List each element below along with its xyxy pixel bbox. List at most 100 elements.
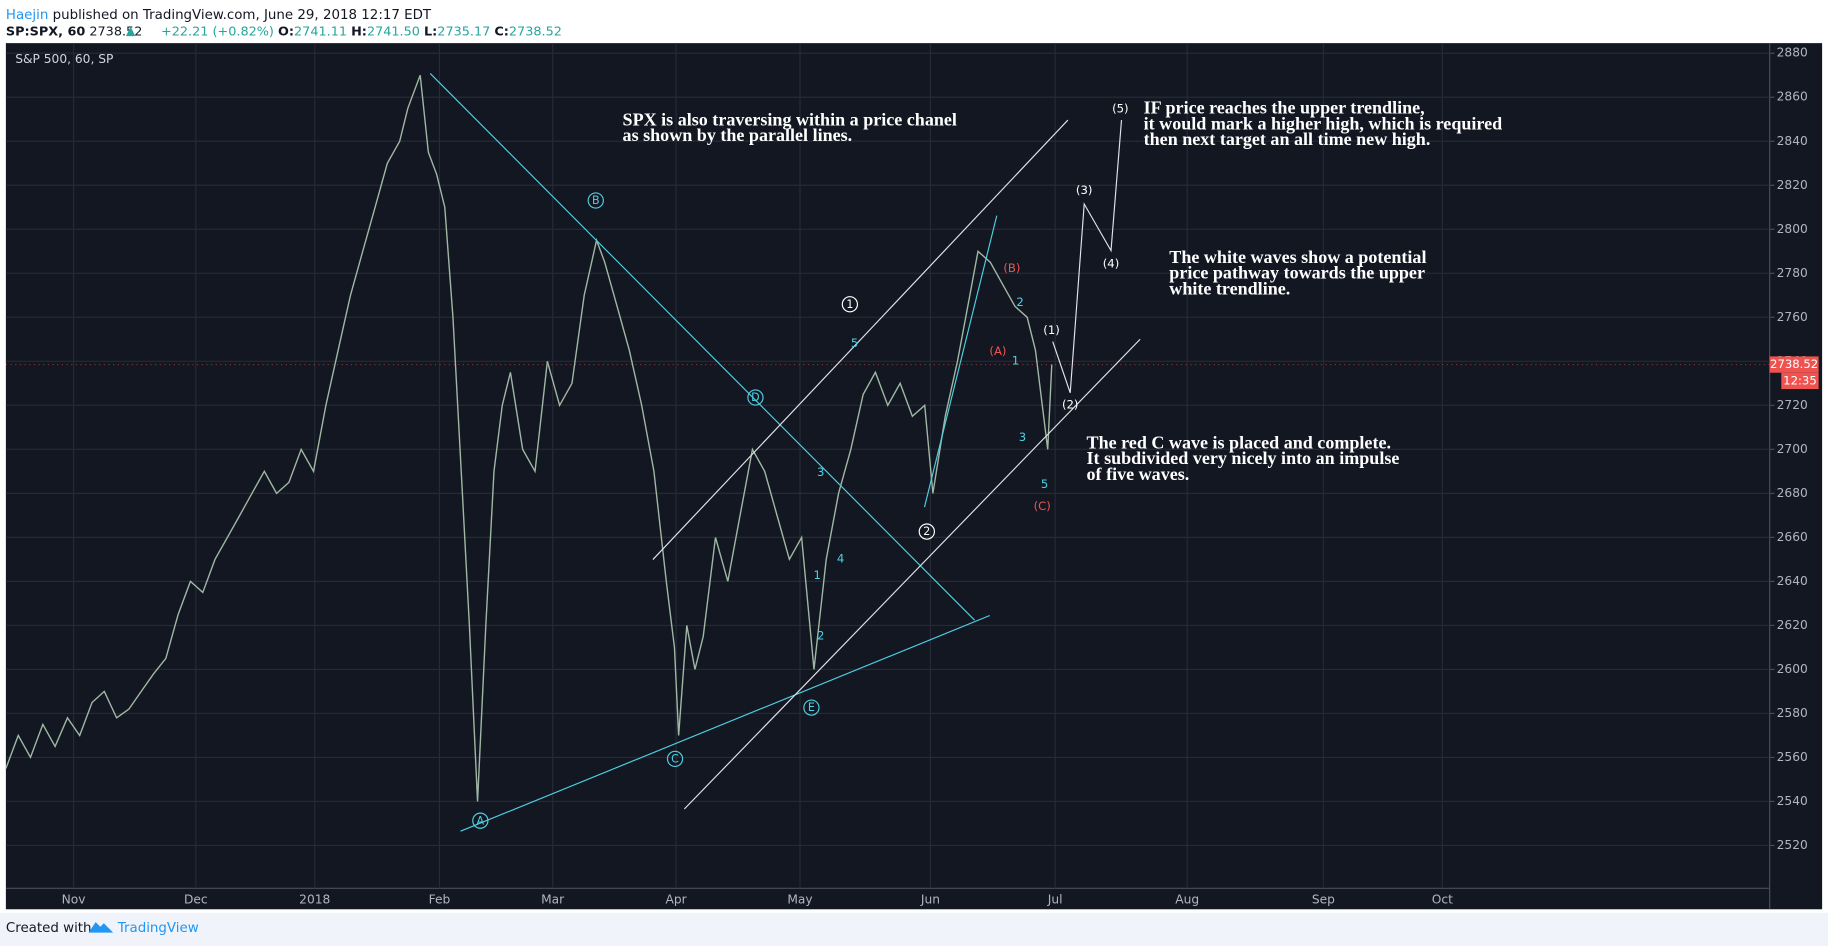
wave-label-circle [472, 812, 489, 829]
wave-label: (5) [1112, 101, 1129, 115]
trendline [429, 73, 976, 621]
y-tick-label: 2620 [1777, 618, 1808, 632]
annotation-text: it would mark a higher high, which is re… [1144, 113, 1503, 133]
wave-label: 3 [1019, 430, 1026, 444]
x-tick-label: Mar [541, 892, 565, 906]
low: 2735.17 [437, 24, 490, 39]
annotation-text: of five waves. [1087, 464, 1190, 484]
annotation-text: SPX is also traversing within a price ch… [623, 109, 957, 129]
last-price-tag [1769, 356, 1819, 373]
y-tick-label: 2780 [1777, 266, 1808, 280]
y-tick-label: 2580 [1777, 706, 1808, 720]
wave-label: 5 [851, 336, 858, 350]
x-tick-label: Aug [1175, 892, 1199, 906]
wave-label: A [477, 814, 485, 827]
low-label: L: [424, 24, 437, 39]
y-tick-label: 2800 [1777, 222, 1808, 236]
wave-label: (B) [1003, 261, 1020, 275]
y-tick-label: 2860 [1777, 90, 1808, 104]
y-tick-label: 2560 [1777, 750, 1808, 764]
annotation-text: The red C wave is placed and complete. [1087, 432, 1391, 452]
up-arrow-icon [125, 26, 136, 37]
x-tick-label: Nov [62, 892, 86, 906]
wave-label: 2 [923, 525, 930, 538]
wave-label: D [751, 391, 760, 404]
wave-label: 2 [817, 628, 824, 642]
y-tick-label: 2840 [1777, 134, 1808, 148]
wave-label: (3) [1076, 183, 1093, 197]
y-tick-label: 2700 [1777, 442, 1808, 456]
trendline [923, 215, 998, 508]
wave-label: 1 [846, 298, 853, 311]
published: published on TradingView.com, June 29, 2… [53, 8, 432, 23]
open: 2741.11 [294, 24, 347, 39]
x-tick-label: May [787, 892, 812, 906]
close-label: C: [494, 24, 509, 39]
y-tick-label: 2760 [1777, 310, 1808, 324]
y-tick-label: 2880 [1777, 46, 1808, 60]
wave-label: B [592, 194, 600, 207]
wave-label: (C) [1034, 499, 1051, 513]
x-tick-label: Oct [1432, 892, 1453, 906]
trendline [652, 119, 1069, 560]
wave-label: 1 [814, 568, 821, 582]
footer-created: Created with [6, 921, 92, 936]
x-tick-label: Dec [184, 892, 208, 906]
wave-label-circle [918, 523, 935, 540]
countdown-tag [1781, 372, 1819, 390]
y-tick-label: 2680 [1777, 486, 1808, 500]
close: 2738.52 [509, 24, 562, 39]
y-tick-label: 2540 [1777, 794, 1808, 808]
wave-label-circle [841, 296, 859, 313]
wave-label: (1) [1043, 323, 1060, 337]
wave-label-circle [587, 192, 604, 209]
wave-label: (2) [1062, 398, 1079, 412]
x-tick-label: Sep [1312, 892, 1335, 906]
high-label: H: [351, 24, 367, 39]
annotation-text: It subdivided very nicely into an impuls… [1087, 448, 1400, 468]
last-price: 2738.52 [89, 24, 142, 39]
annotation-text: white trendline. [1169, 278, 1290, 298]
wave-label: E [808, 701, 815, 714]
wave-label: 1 [1012, 353, 1019, 367]
trendline [460, 614, 990, 832]
y-tick-label: 2520 [1777, 838, 1808, 852]
annotation-text: The white waves show a potential [1169, 247, 1426, 267]
chart-title: S&P 500, 60, SP [15, 52, 113, 66]
open-label: O: [278, 24, 294, 39]
countdown-label: 12:35 [1783, 373, 1817, 387]
wave-label: 2 [1016, 295, 1023, 309]
wave-label-circle [803, 699, 820, 716]
header-line2: SP:SPX, 60 2738.52 +22.21 (+0.82%) O:2741… [6, 24, 562, 39]
projected-wave-path [1052, 120, 1123, 394]
change: +22.21 (+0.82%) [161, 24, 274, 39]
trendline [683, 338, 1141, 810]
last-price-label: 2738.52 [1770, 357, 1818, 371]
author[interactable]: Haejin [6, 8, 48, 23]
chart-panel [5, 43, 1823, 910]
annotation-text: price pathway towards the upper [1169, 263, 1425, 283]
high: 2741.50 [367, 24, 420, 39]
wave-label: (4) [1103, 257, 1120, 271]
y-tick-label: 2640 [1777, 574, 1808, 588]
x-tick-label: Apr [666, 892, 688, 906]
y-tick-label: 2720 [1777, 398, 1808, 412]
x-tick-label: Jun [920, 892, 940, 906]
footer-brand[interactable]: TradingView [117, 921, 199, 936]
tradingview-logo [88, 922, 114, 933]
wave-label: (A) [989, 344, 1006, 358]
wave-label: C [671, 752, 679, 765]
annotation-text: as shown by the parallel lines. [623, 125, 853, 145]
symbol: SP:SPX, 60 [6, 24, 85, 39]
wave-label: 3 [817, 465, 824, 479]
x-tick-label: Jul [1047, 892, 1063, 906]
y-tick-label: 2820 [1777, 178, 1808, 192]
price-line [5, 74, 1053, 802]
wave-label: 4 [837, 551, 844, 565]
footer-bar [0, 912, 1828, 946]
wave-label-circle [666, 750, 684, 768]
y-tick-label: 2660 [1777, 530, 1808, 544]
annotation-text: IF price reaches the upper trendline, [1144, 98, 1425, 118]
